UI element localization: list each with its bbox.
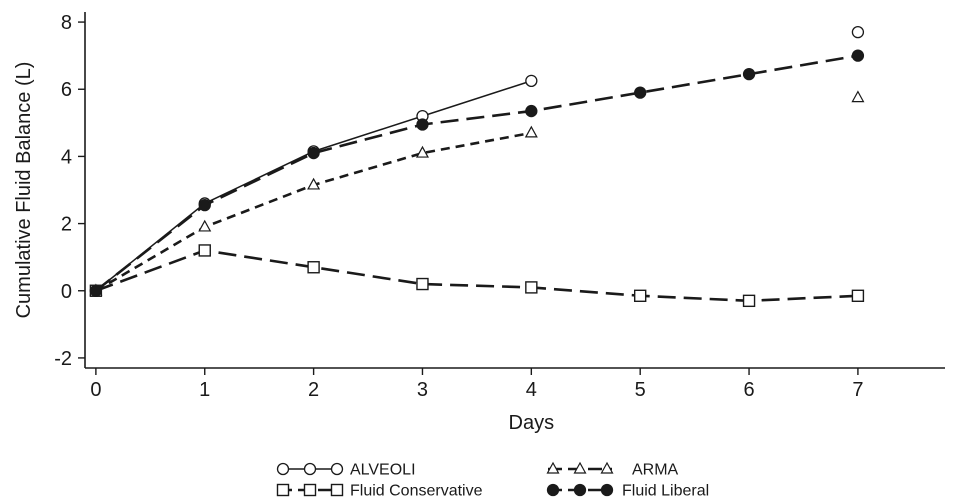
legend: ALVEOLI ARMA Fluid Conservative Fluid Liber… xyxy=(276,461,709,500)
legend-label-fluid-liberal: Fluid Liberal xyxy=(622,483,709,500)
x-tick-label: 3 xyxy=(417,379,428,401)
x-tick-label: 1 xyxy=(199,379,210,401)
data-point-arma xyxy=(415,145,429,158)
data-point-fluid-conservative xyxy=(198,244,211,257)
y-axis-title: Cumulative Fluid Balance (L) xyxy=(13,62,35,319)
y-tick-label: 6 xyxy=(61,79,72,101)
x-tick-label: 5 xyxy=(635,379,646,401)
legend-marker-arma xyxy=(600,461,614,474)
data-point-arma xyxy=(198,219,212,232)
data-point-fluid-conservative xyxy=(416,277,429,291)
legend-marker-arma xyxy=(573,461,587,474)
legend-marker-arma xyxy=(546,461,560,474)
y-tick-label: 4 xyxy=(61,146,72,168)
legend-entry-fluid-conservative: Fluid Conservative xyxy=(276,483,483,500)
data-point-fluid-liberal xyxy=(89,284,103,297)
legend-marker-alveoli xyxy=(330,462,344,476)
y-tick-label: 8 xyxy=(61,12,72,34)
y-tick-label: 2 xyxy=(61,214,72,236)
legend-label-arma: ARMA xyxy=(632,462,679,479)
data-point-fluid-liberal xyxy=(416,118,429,131)
series-layer xyxy=(89,26,865,308)
x-tick-label: 2 xyxy=(308,379,319,401)
x-tick-label: 6 xyxy=(743,379,754,401)
data-point-arma xyxy=(307,177,321,190)
y-tick-label: 0 xyxy=(61,281,72,303)
x-tick-label: 7 xyxy=(852,379,863,401)
legend-entry-fluid-liberal: Fluid Liberal xyxy=(546,483,709,500)
legend-marker-fluid-conservative xyxy=(303,483,317,497)
legend-label-fluid-conservative: Fluid Conservative xyxy=(350,483,483,500)
data-point-fluid-liberal xyxy=(198,198,211,212)
data-point-alveoli xyxy=(851,26,865,39)
x-tick-label: 0 xyxy=(90,379,101,401)
legend-label-alveoli: ALVEOLI xyxy=(350,462,416,479)
data-point-fluid-conservative xyxy=(307,261,320,274)
legend-marker-fluid-liberal xyxy=(546,483,560,497)
legend-entry-alveoli: ALVEOLI xyxy=(276,462,416,479)
legend-marker-alveoli xyxy=(276,462,290,476)
legend-marker-alveoli xyxy=(303,462,317,476)
series-fluid-liberal xyxy=(89,49,865,297)
x-axis-title: Days xyxy=(509,412,555,434)
data-point-arma xyxy=(524,125,538,138)
series-fluid-conservative xyxy=(89,244,865,308)
data-point-fluid-liberal xyxy=(525,104,538,118)
data-point-fluid-liberal xyxy=(742,67,756,81)
data-point-fluid-conservative xyxy=(525,281,538,294)
data-point-arma xyxy=(851,90,865,103)
series-line-fluid-conservative xyxy=(95,249,858,303)
legend-marker-fluid-conservative xyxy=(330,483,344,497)
data-point-fluid-liberal xyxy=(634,86,647,99)
legend-marker-fluid-conservative xyxy=(276,483,290,497)
series-line-fluid-liberal xyxy=(95,54,859,292)
data-point-fluid-conservative xyxy=(633,289,647,302)
data-point-alveoli xyxy=(525,74,538,87)
data-point-fluid-conservative xyxy=(851,289,865,302)
data-point-fluid-liberal xyxy=(307,146,320,160)
legend-entry-arma: ARMA xyxy=(546,461,679,479)
legend-marker-fluid-liberal xyxy=(600,483,614,497)
data-point-fluid-conservative xyxy=(742,294,756,308)
x-tick-label: 4 xyxy=(526,379,537,401)
y-tick-label: -2 xyxy=(54,348,72,370)
axes: 0 1 2 3 4 5 6 7 -2 0 2 4 6 8 xyxy=(54,12,945,401)
legend-marker-fluid-liberal xyxy=(573,483,587,497)
data-point-fluid-liberal xyxy=(851,49,865,62)
series-arma xyxy=(89,90,865,296)
